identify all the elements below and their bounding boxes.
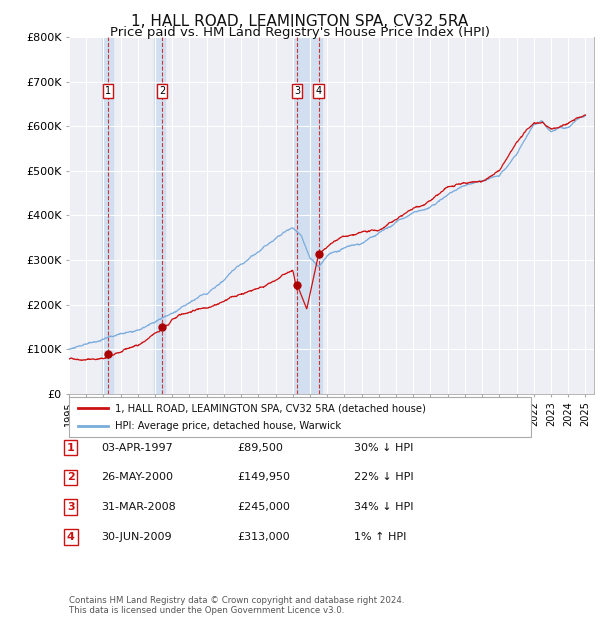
- Text: 3: 3: [67, 502, 74, 512]
- Bar: [154, 37, 165, 394]
- Text: 1: 1: [67, 443, 74, 453]
- Text: Contains HM Land Registry data © Crown copyright and database right 2024.
This d: Contains HM Land Registry data © Crown c…: [69, 596, 404, 615]
- Text: Price paid vs. HM Land Registry's House Price Index (HPI): Price paid vs. HM Land Registry's House …: [110, 26, 490, 39]
- Text: 26-MAY-2000: 26-MAY-2000: [101, 472, 173, 482]
- Text: 1, HALL ROAD, LEAMINGTON SPA, CV32 5RA: 1, HALL ROAD, LEAMINGTON SPA, CV32 5RA: [131, 14, 469, 29]
- Text: £313,000: £313,000: [237, 532, 290, 542]
- Text: 1, HALL ROAD, LEAMINGTON SPA, CV32 5RA (detached house): 1, HALL ROAD, LEAMINGTON SPA, CV32 5RA (…: [115, 403, 426, 413]
- Text: 31-MAR-2008: 31-MAR-2008: [101, 502, 176, 512]
- Text: 3: 3: [294, 86, 300, 95]
- Text: 2: 2: [67, 472, 74, 482]
- Text: 03-APR-1997: 03-APR-1997: [101, 443, 173, 453]
- Text: HPI: Average price, detached house, Warwick: HPI: Average price, detached house, Warw…: [115, 421, 341, 431]
- Text: 1: 1: [104, 86, 111, 95]
- Text: £149,950: £149,950: [237, 472, 290, 482]
- Text: £245,000: £245,000: [237, 502, 290, 512]
- Text: 22% ↓ HPI: 22% ↓ HPI: [354, 472, 413, 482]
- Bar: [294, 37, 322, 394]
- Text: 4: 4: [67, 532, 75, 542]
- Text: 30-JUN-2009: 30-JUN-2009: [101, 532, 172, 542]
- Text: 4: 4: [316, 86, 322, 95]
- Text: 1% ↑ HPI: 1% ↑ HPI: [354, 532, 406, 542]
- Text: 34% ↓ HPI: 34% ↓ HPI: [354, 502, 413, 512]
- Text: £89,500: £89,500: [237, 443, 283, 453]
- Text: 2: 2: [159, 86, 165, 95]
- Bar: [102, 37, 113, 394]
- Text: 30% ↓ HPI: 30% ↓ HPI: [354, 443, 413, 453]
